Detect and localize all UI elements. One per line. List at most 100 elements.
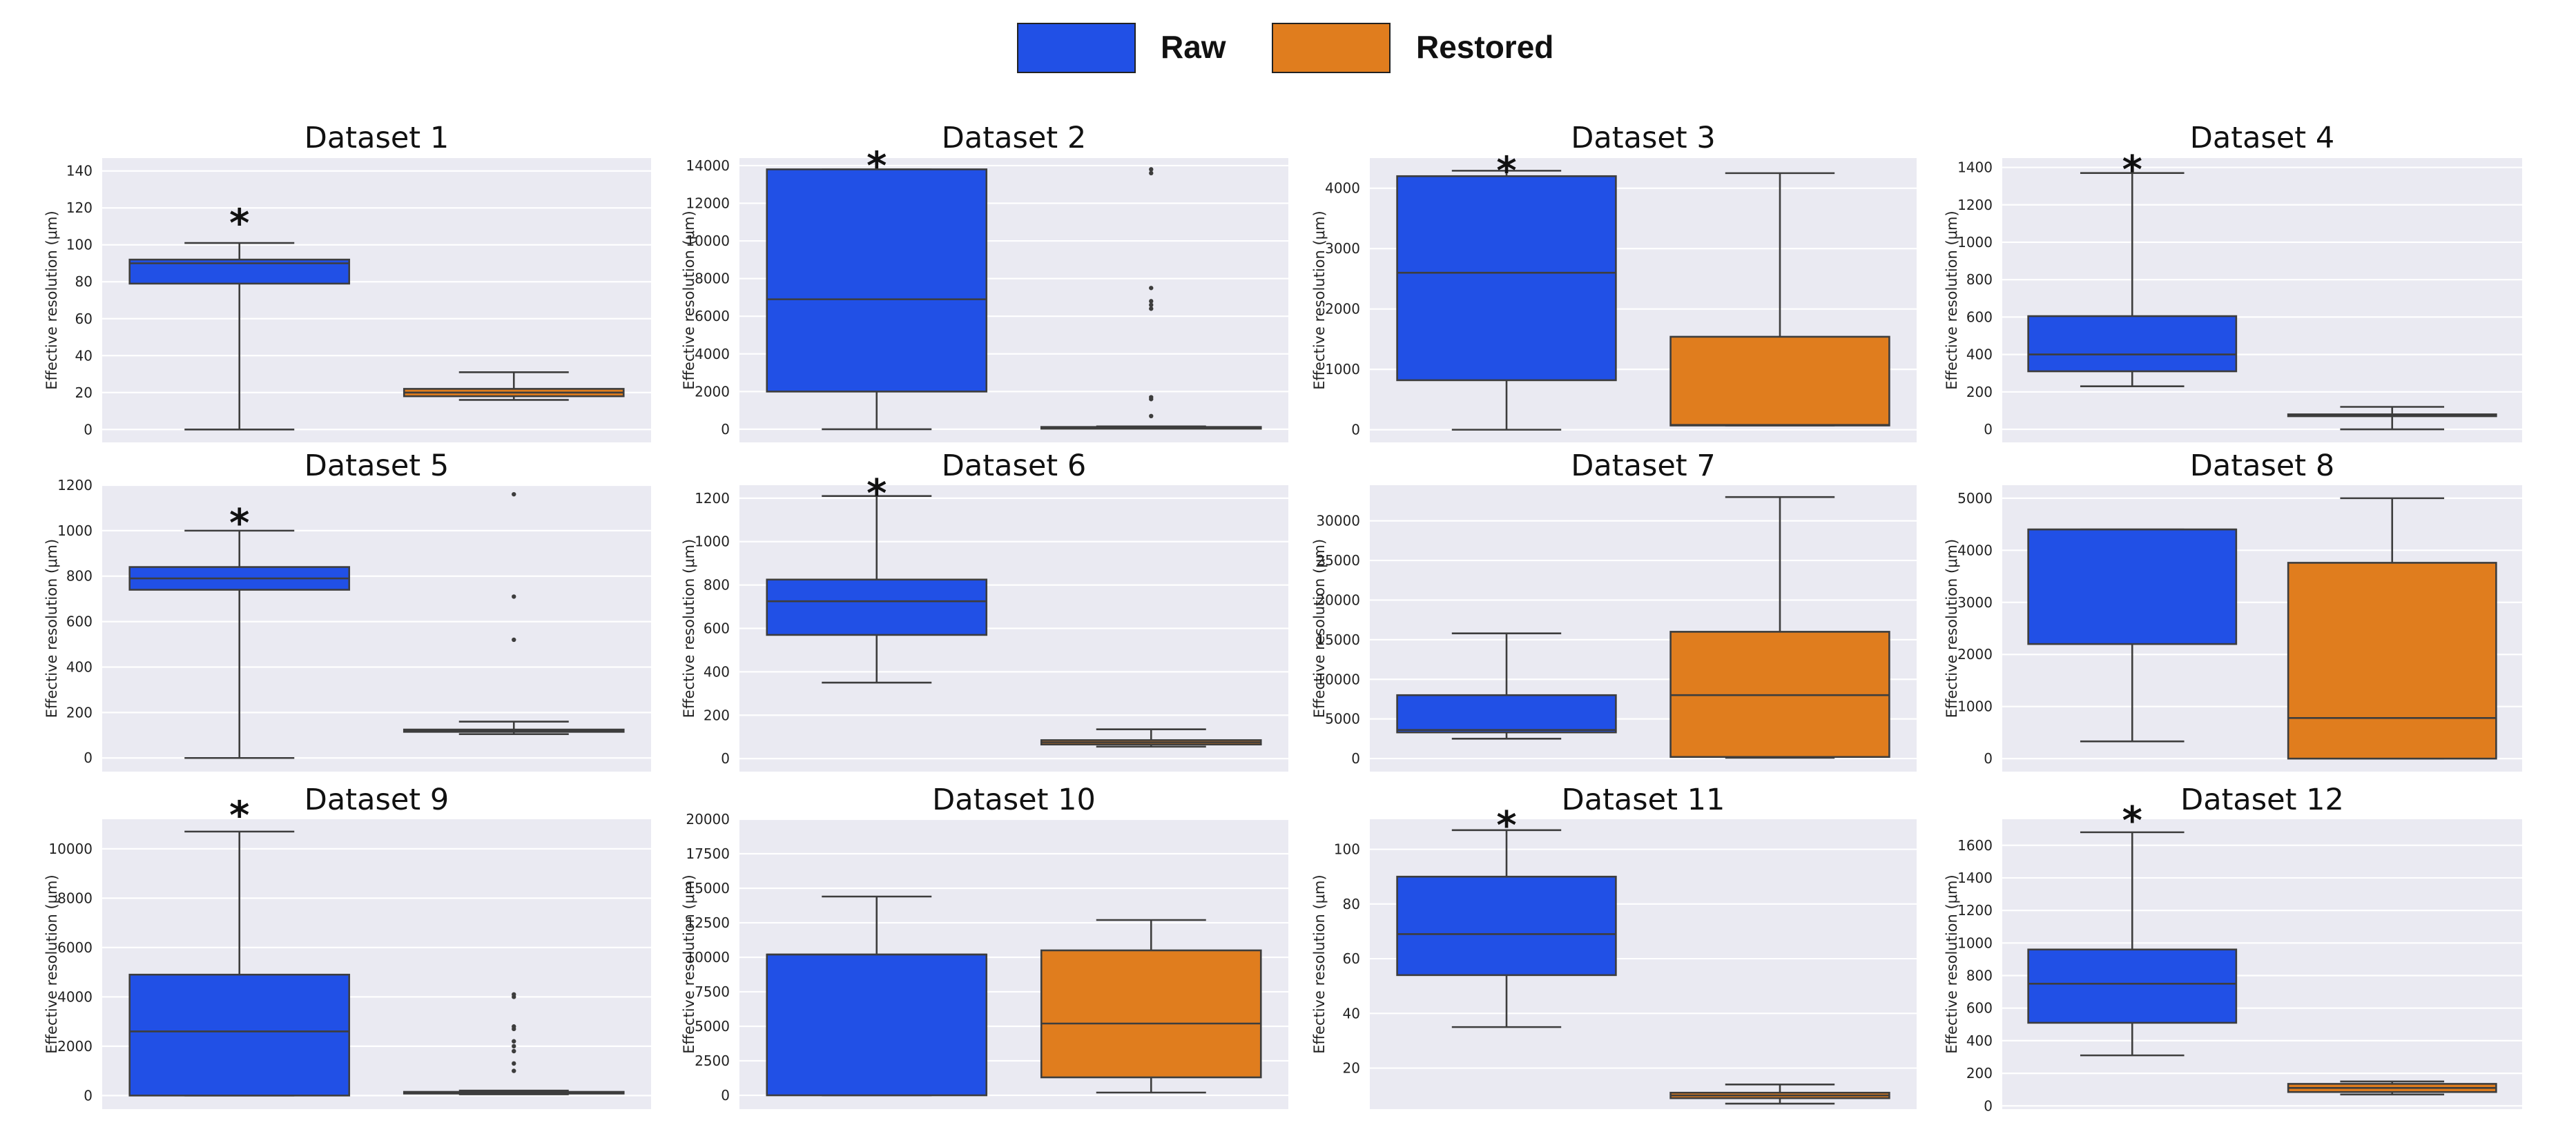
y-tick-label: 2000	[1957, 646, 1993, 663]
y-tick-label: 0	[721, 421, 730, 438]
y-axis-label: Effective resolution (μm)	[43, 539, 60, 718]
box-restored	[2287, 406, 2497, 431]
significance-star: *	[2122, 799, 2142, 843]
y-tick-label: 140	[66, 163, 93, 179]
y-tick-label: 7500	[695, 983, 730, 1000]
y-tick-label: 1000	[695, 534, 730, 550]
outlier-point	[1149, 170, 1154, 176]
panel-4: 0 200 400 600 800 1000 1200 1400 Dataset 4 Effect…	[1944, 121, 2522, 442]
panel-title: Dataset 7	[1571, 449, 1715, 483]
y-tick-label: 0	[1984, 750, 1993, 767]
outlier-point	[1149, 286, 1154, 291]
box-raw	[2027, 528, 2238, 743]
y-tick-label: 400	[704, 663, 730, 680]
y-tick-label: 800	[66, 568, 93, 585]
box-restored	[1669, 172, 1890, 427]
panel-title: Dataset 8	[2190, 449, 2334, 483]
y-tick-label: 4000	[57, 988, 93, 1005]
box-raw	[1396, 632, 1617, 740]
panel-title: Dataset 12	[2180, 783, 2344, 817]
panel-title: Dataset 3	[1571, 121, 1715, 155]
box-raw	[1396, 829, 1617, 1028]
significance-star: *	[229, 501, 249, 546]
outlier-point	[512, 1068, 516, 1073]
outlier-point	[512, 992, 516, 997]
y-axis-label: Effective resolution (μm)	[1944, 211, 1960, 389]
y-tick-label: 4000	[695, 346, 730, 362]
plot-area	[102, 485, 651, 772]
y-tick-label: 1000	[1957, 234, 1993, 251]
box-body	[2027, 315, 2238, 373]
significance-star: *	[866, 471, 887, 516]
y-tick-label: 60	[75, 311, 93, 327]
significance-star: *	[229, 202, 249, 246]
y-tick-label: 20	[75, 384, 93, 401]
significance-star: *	[866, 144, 887, 189]
box-body	[1396, 175, 1617, 382]
panel-11: 20 40 60 80 100 Dataset 11 Effective resolutio…	[1311, 783, 1917, 1109]
y-tick-label: 10000	[686, 233, 730, 249]
y-tick-label: 40	[75, 347, 93, 364]
panel-9: 0 2000 4000 6000 8000 10000 Dataset 9 Effective…	[43, 783, 651, 1109]
significance-star: *	[229, 794, 249, 839]
y-tick-label: 1000	[57, 522, 93, 539]
y-tick-label: 0	[721, 1087, 730, 1104]
legend-swatch-raw	[1017, 23, 1136, 73]
y-tick-label: 1000	[1957, 934, 1993, 951]
panel-title: Dataset 10	[932, 783, 1096, 817]
y-tick-label: 800	[1966, 968, 1993, 984]
y-tick-label: 400	[1966, 1033, 1993, 1049]
panel-7: 0 5000 10000 15000 20000 25000 30000 Dataset 7 E…	[1311, 449, 1917, 772]
y-tick-label: 1200	[57, 477, 93, 493]
y-tick-label: 60	[1343, 950, 1360, 967]
box-body	[2027, 528, 2238, 645]
y-tick-label: 2000	[57, 1038, 93, 1055]
legend-swatch-restored	[1272, 23, 1391, 73]
outlier-point	[512, 1061, 516, 1066]
y-tick-label: 30000	[1316, 513, 1360, 529]
y-tick-label: 15000	[1316, 632, 1360, 648]
y-tick-label: 0	[1351, 422, 1360, 438]
box-restored	[2287, 497, 2497, 760]
panel-title: Dataset 6	[942, 449, 1086, 483]
panel-title: Dataset 2	[942, 121, 1086, 155]
box-restored	[1040, 167, 1262, 430]
y-tick-label: 8000	[695, 271, 730, 287]
panel-6: 0 200 400 600 800 1000 1200 Dataset 6 Effective …	[681, 449, 1288, 772]
box-raw	[766, 495, 988, 684]
box-body	[766, 168, 988, 393]
y-axis-label: Effective resolution (μm)	[1944, 539, 1960, 718]
y-axis-label: Effective resolution (μm)	[1944, 874, 1960, 1053]
y-tick-label: 0	[1984, 1097, 1993, 1114]
significance-star: *	[1496, 803, 1516, 848]
y-tick-label: 20000	[686, 811, 730, 828]
outlier-point	[512, 637, 516, 643]
outlier-point	[512, 1044, 516, 1049]
box-raw	[1396, 170, 1617, 431]
y-tick-label: 0	[1984, 421, 1993, 438]
y-tick-label: 1200	[1957, 902, 1993, 919]
plot-area	[2002, 158, 2522, 442]
outlier-point	[1149, 167, 1154, 172]
box-body	[766, 953, 988, 1097]
y-tick-label: 200	[66, 704, 93, 721]
y-tick-label: 2000	[1325, 301, 1360, 317]
outlier-point	[1149, 306, 1154, 311]
y-tick-label: 40	[1343, 1005, 1360, 1021]
box-body	[128, 973, 351, 1097]
legend: Raw Restored	[1017, 23, 1553, 73]
significance-star: *	[2122, 148, 2142, 193]
y-tick-label: 4000	[1957, 542, 1993, 558]
y-tick-label: 4000	[1325, 180, 1360, 197]
panel-10: 0 2500 5000 7500 10000 12500 15000 17500 20000 Da…	[681, 783, 1288, 1109]
y-tick-label: 1400	[1957, 870, 1993, 886]
y-tick-label: 1000	[1325, 361, 1360, 378]
y-tick-label: 400	[66, 658, 93, 675]
y-tick-label: 1600	[1957, 837, 1993, 854]
y-tick-label: 1000	[1957, 698, 1993, 715]
y-tick-label: 6000	[57, 939, 93, 956]
panel-2: 0 2000 4000 6000 8000 10000 12000 14000 Dataset …	[681, 121, 1288, 442]
panel-title: Dataset 5	[304, 449, 449, 483]
y-tick-label: 20000	[1316, 591, 1360, 608]
